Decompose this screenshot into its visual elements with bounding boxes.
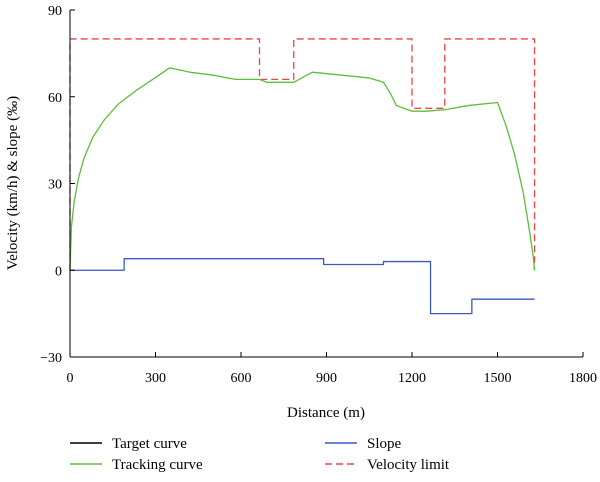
x-tick-label: 600: [231, 371, 252, 386]
x-tick-label: 900: [316, 371, 337, 386]
legend-label-slope: Slope: [367, 436, 402, 452]
x-tick-label: 300: [145, 371, 166, 386]
y-tick-label: 60: [48, 91, 62, 106]
legend-label-velocity-limit: Velocity limit: [367, 457, 450, 473]
x-tick-label: 1500: [484, 371, 512, 386]
y-tick-label: 0: [55, 264, 62, 279]
legend-label-target-curve: Target curve: [112, 436, 187, 452]
legend: Target curve Slope Tracking curve Velocity …: [70, 436, 450, 473]
y-tick-label: 30: [48, 178, 62, 193]
x-axis-title: Distance (m): [287, 405, 365, 421]
series-velocity-limit-line: [69, 38, 536, 271]
x-tick-label: 1800: [569, 371, 597, 386]
series-tracking-curve-line: [69, 67, 536, 271]
ticks: 0 300 600 900 1200 1500 1800 −30 0 30 60 90: [40, 4, 597, 386]
y-axis-title: Velocity (km/h) & slope (‰): [5, 96, 21, 270]
x-tick-label: 1200: [398, 371, 426, 386]
series-slope-line: [70, 258, 535, 315]
y-tick-label: 90: [48, 4, 62, 19]
axes: [69, 10, 583, 358]
x-tick-label: 0: [67, 371, 74, 386]
y-tick-label: −30: [40, 351, 62, 366]
plot-lines: [69, 38, 536, 315]
legend-label-tracking-curve: Tracking curve: [112, 457, 203, 473]
